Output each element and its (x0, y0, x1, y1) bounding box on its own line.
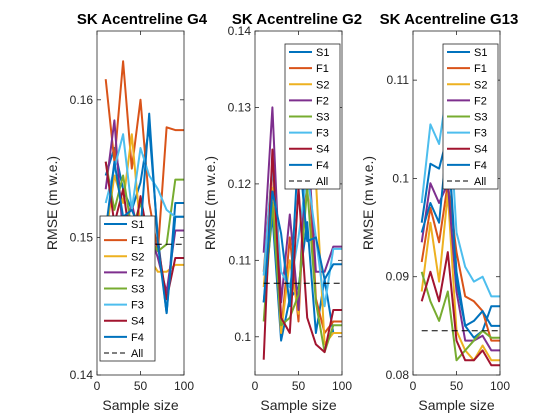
legend-label-all: All (474, 176, 486, 188)
legend-label-s2: S2 (316, 79, 329, 91)
x-axis-label: Sample size (418, 397, 494, 413)
legend-label-f3: F3 (131, 300, 144, 312)
series-line-f1 (420, 182, 500, 342)
legend-label-s3: S3 (131, 284, 144, 296)
legend-label-all: All (316, 176, 328, 188)
y-axis-label: RMSE (m w.e.) (360, 156, 376, 250)
chart-panel-2: SK Acentreline G2 0 50 100 0.1 0.11 0.12 0.13 0.… (202, 11, 362, 413)
chart-title: SK Acentreline G13 (380, 11, 519, 28)
y-axis-label: RMSE (m w.e.) (44, 156, 60, 250)
legend: S1 F1 S2 F2 S3 F3 S4 F4 All (284, 43, 341, 190)
y-tick-label: 0.12 (228, 177, 252, 191)
legend-label-s3: S3 (474, 112, 487, 124)
x-axis-label: Sample size (260, 397, 336, 413)
x-tick-label: 50 (134, 379, 148, 393)
series-line-f4 (262, 144, 342, 308)
legend-label-s2: S2 (474, 79, 487, 91)
series-group (262, 106, 342, 360)
x-tick-label: 0 (94, 379, 101, 393)
chart-title: SK Acentreline G4 (77, 11, 208, 28)
series-group (420, 84, 500, 367)
legend-label-f4: F4 (131, 332, 144, 344)
y-axis-label: RMSE (m w.e.) (202, 156, 218, 250)
legend-label-f4: F4 (316, 160, 329, 172)
series-line-f3 (420, 84, 500, 298)
legend-label-f2: F2 (474, 95, 487, 107)
legend-label-s3: S3 (316, 112, 329, 124)
legend-label-s1: S1 (474, 47, 487, 59)
y-tick-label: 0.14 (228, 24, 252, 38)
legend-label-s4: S4 (474, 144, 487, 156)
y-tick-label: 0.11 (387, 73, 410, 87)
series-line-f1 (104, 60, 184, 253)
legend-label-f1: F1 (474, 63, 487, 75)
y-tick-label: 0.16 (70, 93, 94, 107)
legend-label-s4: S4 (131, 316, 144, 328)
chart-panel-1: SK Acentreline G4 0 50 100 0.14 0.15 0.16 Sampl… (44, 11, 208, 413)
legend-label-s1: S1 (131, 219, 144, 231)
series-line-f2 (420, 182, 500, 352)
x-tick-label: 100 (174, 379, 194, 393)
y-tick-label: 0.1 (392, 171, 409, 185)
x-tick-label: 0 (252, 379, 259, 393)
legend: S1 F1 S2 F2 S3 F3 S4 F4 All (442, 43, 499, 190)
legend-label-f3: F3 (316, 128, 329, 140)
legend-label-s4: S4 (316, 144, 329, 156)
series-line-f4 (104, 112, 184, 315)
chart-title: SK Acentreline G2 (232, 11, 362, 28)
y-tick-label: 0.1 (234, 330, 251, 344)
x-axis-label: Sample size (102, 397, 178, 413)
series-line-s2 (420, 192, 500, 362)
series-line-s4 (262, 148, 342, 360)
legend: S1 F1 S2 F2 S3 F3 S4 F4 All (99, 215, 156, 362)
legend-label-f1: F1 (316, 63, 329, 75)
y-tick-label: 0.13 (228, 100, 252, 114)
y-tick-label: 0.14 (70, 368, 94, 382)
legend-label-all: All (131, 348, 143, 360)
legend-label-f1: F1 (131, 235, 144, 247)
legend-label-s2: S2 (131, 251, 144, 263)
x-tick-label: 50 (292, 379, 306, 393)
y-tick-label: 0.15 (70, 230, 94, 244)
x-tick-label: 100 (490, 379, 510, 393)
series-line-f4 (420, 133, 500, 327)
legend-label-f2: F2 (316, 95, 329, 107)
legend-label-f4: F4 (474, 160, 487, 172)
legend-label-f2: F2 (131, 267, 144, 279)
legend-label-s1: S1 (316, 47, 329, 59)
y-tick-label: 0.09 (386, 270, 410, 284)
series-line-f2 (262, 106, 342, 311)
series-line-s3 (420, 271, 500, 362)
x-tick-label: 50 (450, 379, 464, 393)
y-tick-label: 0.08 (386, 368, 410, 382)
chart-panel-3: SK Acentreline G13 0 50 100 0.08 0.09 0.1 0.11 S… (360, 11, 518, 413)
series-line-s4 (420, 251, 500, 367)
y-tick-label: 0.11 (229, 253, 252, 267)
legend-label-f3: F3 (474, 128, 487, 140)
x-tick-label: 0 (410, 379, 417, 393)
x-tick-label: 100 (332, 379, 352, 393)
